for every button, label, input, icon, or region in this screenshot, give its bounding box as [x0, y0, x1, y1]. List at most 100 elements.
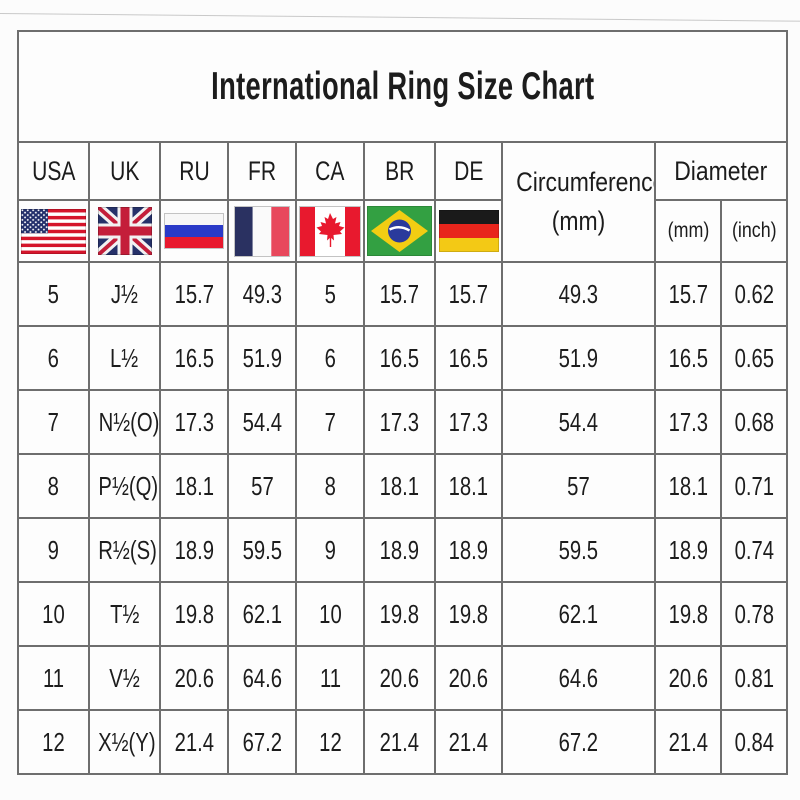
table-cell: 0.68 — [719, 389, 789, 455]
table-cell: 7 — [295, 389, 365, 455]
table-cell: 20.6 — [434, 645, 503, 711]
table-cell: 21.4 — [654, 709, 722, 775]
column-header-ca: CA — [295, 141, 365, 201]
table-cell: 16.5 — [654, 325, 722, 391]
table-cell: 59.5 — [501, 517, 656, 583]
table-cell: 16.5 — [434, 325, 503, 391]
france-flag-icon — [234, 205, 290, 257]
flag-cell-de — [434, 199, 503, 263]
brazil-flag-icon — [367, 206, 432, 256]
column-header-usa: USA — [17, 141, 90, 201]
table-row: 6 L½ 16.5 51.9 6 16.5 16.5 51.9 16.5 0.6… — [17, 325, 789, 391]
table-cell: 21.4 — [434, 709, 503, 775]
table-cell: 18.9 — [654, 517, 722, 583]
table-cell: 8 — [17, 453, 90, 519]
table-cell: 10 — [295, 581, 365, 647]
table-row: 11 V½ 20.6 64.6 11 20.6 20.6 64.6 20.6 0… — [17, 645, 789, 711]
column-header-uk: UK — [88, 141, 161, 201]
table-cell: 54.4 — [227, 389, 297, 455]
column-header-de: DE — [434, 141, 503, 201]
table-cell: 11 — [295, 645, 365, 711]
table-cell: 16.5 — [159, 325, 229, 391]
table-cell: 67.2 — [227, 709, 297, 775]
table-cell: 0.74 — [719, 517, 789, 583]
table-cell: 16.5 — [363, 325, 436, 391]
table-cell: 19.8 — [363, 581, 436, 647]
table-cell: 51.9 — [501, 325, 656, 391]
table-cell: 21.4 — [159, 709, 229, 775]
usa-flag-icon — [21, 208, 86, 254]
table-cell: 17.3 — [654, 389, 722, 455]
table-cell: 0.78 — [719, 581, 789, 647]
table-cell: 67.2 — [501, 709, 656, 775]
table-row: 9 R½(S) 18.9 59.5 9 18.9 18.9 59.5 18.9 … — [17, 517, 789, 583]
table-cell: 20.6 — [654, 645, 722, 711]
flag-cell-uk — [88, 199, 161, 263]
table-cell: 5 — [295, 261, 365, 327]
table-cell: 6 — [17, 325, 90, 391]
table-cell: 6 — [295, 325, 365, 391]
table-cell: 19.8 — [434, 581, 503, 647]
table-cell: 7 — [17, 389, 90, 455]
table-cell: 62.1 — [501, 581, 656, 647]
table-cell: 10 — [17, 581, 90, 647]
flag-cell-br — [363, 199, 436, 263]
page-title: International Ring Size Chart — [16, 30, 789, 143]
table-cell: 0.81 — [719, 645, 789, 711]
flag-cell-ru — [159, 199, 229, 263]
table-cell: V½ — [88, 645, 161, 711]
table-cell: 20.6 — [159, 645, 229, 711]
title-row: International Ring Size Chart — [16, 30, 789, 143]
table-cell: 18.1 — [363, 453, 436, 519]
germany-flag-icon — [438, 210, 499, 252]
table-cell: 0.65 — [719, 325, 789, 391]
table-row: 7 N½(O) 17.3 54.4 7 17.3 17.3 54.4 17.3 … — [17, 389, 789, 455]
table-row: 10 T½ 19.8 62.1 10 19.8 19.8 62.1 19.8 0… — [17, 581, 789, 647]
table-cell: 18.9 — [363, 517, 436, 583]
table-cell: 0.84 — [719, 709, 789, 775]
diameter-unit-inch: (inch) — [719, 199, 789, 263]
table-cell: 62.1 — [227, 581, 297, 647]
russia-flag-icon — [164, 213, 224, 249]
scan-artifact-line — [0, 13, 800, 22]
flag-cell-fr — [227, 199, 297, 263]
table-cell: 9 — [17, 517, 90, 583]
table-cell: 0.62 — [719, 261, 789, 327]
table-cell: 15.7 — [434, 261, 503, 327]
diameter-unit-mm: (mm) — [654, 199, 722, 263]
table-cell: 57 — [227, 453, 297, 519]
table-cell: 64.6 — [501, 645, 656, 711]
flag-cell-ca — [295, 199, 365, 263]
table-cell: R½(S) — [88, 517, 161, 583]
table-cell: 15.7 — [654, 261, 722, 327]
table-cell: 20.6 — [363, 645, 436, 711]
table-cell: 15.7 — [159, 261, 229, 327]
uk-flag-icon — [97, 207, 152, 255]
table-cell: T½ — [88, 581, 161, 647]
table-cell: 18.1 — [654, 453, 722, 519]
table-cell: L½ — [88, 325, 161, 391]
table-cell: 12 — [295, 709, 365, 775]
table-row: 8 P½(Q) 18.1 57 8 18.1 18.1 57 18.1 0.71 — [17, 453, 789, 519]
column-header-diameter: Diameter — [653, 141, 789, 201]
canada-flag-icon — [299, 205, 361, 257]
table-cell: 17.3 — [363, 389, 436, 455]
table-cell: 11 — [17, 645, 90, 711]
table-cell: 9 — [295, 517, 365, 583]
table-cell: N½(O) — [88, 389, 161, 455]
table-cell: 49.3 — [227, 261, 297, 327]
header-row-country-codes: USA UK RU FR CA BR DE Circumference (mm)… — [17, 141, 789, 263]
table-cell: 5 — [17, 261, 90, 327]
header-row-flags: (mm) (inch) — [17, 199, 789, 263]
table-cell: 64.6 — [227, 645, 297, 711]
table-cell: 18.1 — [159, 453, 229, 519]
table-cell: 12 — [17, 709, 90, 775]
table-cell: 18.1 — [434, 453, 503, 519]
table-cell: 15.7 — [363, 261, 436, 327]
table-cell: 17.3 — [434, 389, 503, 455]
flag-cell-usa — [17, 199, 90, 263]
table-row: 12 X½(Y) 21.4 67.2 12 21.4 21.4 67.2 21.… — [17, 709, 789, 775]
table-cell: 18.9 — [159, 517, 229, 583]
table-cell: 18.9 — [434, 517, 503, 583]
table-cell: 51.9 — [227, 325, 297, 391]
